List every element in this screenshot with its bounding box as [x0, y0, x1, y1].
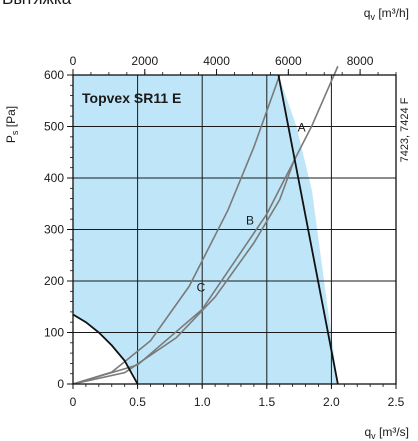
- x-tick-label: 0: [70, 395, 77, 409]
- y-tick-label: 500: [44, 120, 64, 134]
- x2-tick-label: 6000: [275, 54, 302, 68]
- curve-label-c: C: [197, 280, 206, 294]
- x2-tick-label: 8000: [347, 54, 374, 68]
- code-label: 7423, 7424 F: [399, 97, 411, 162]
- system-curve-c: [72, 65, 339, 385]
- y-tick-label: 100: [44, 326, 64, 340]
- y-axis-label: Ps [Pa]: [4, 106, 20, 143]
- x-tick-label: 2.0: [323, 395, 340, 409]
- y-tick-label: 400: [44, 171, 64, 185]
- x-tick-label: 2.5: [388, 395, 405, 409]
- x2-tick-label: 4000: [203, 54, 230, 68]
- x2-axis-label: qv [m³/h]: [364, 6, 409, 22]
- axis-layer: 0 0.5 1.0 1.5 2.0 2.5 0 2000 4000 6000 8000 0 100 200…: [44, 54, 405, 409]
- curve-label-b: B: [246, 213, 254, 227]
- curve-layer: [72, 65, 339, 385]
- chart-title: Topvex SR11 E: [82, 90, 181, 106]
- x2-tick-label: 0: [70, 54, 77, 68]
- curve-label-a: A: [298, 121, 306, 135]
- system-curve-b: [72, 157, 296, 385]
- x2-tick-label: 2000: [131, 54, 158, 68]
- y-tick-label: 0: [57, 377, 64, 391]
- x-tick-label: 0.5: [129, 395, 146, 409]
- fan-min-curve: [72, 313, 139, 385]
- label-layer: A B C Topvex SR11 E Ps [Pa] qv [m³/h] qv [m³/s…: [4, 6, 411, 441]
- x-axis-label: qv [m³/s]: [364, 425, 409, 441]
- y-tick-label: 200: [44, 274, 64, 288]
- x-tick-label: 1.0: [194, 395, 211, 409]
- y-tick-label: 300: [44, 223, 64, 237]
- page-header: Вытяжка: [2, 0, 71, 9]
- max-boundary-line: [277, 74, 339, 385]
- y-tick-label: 600: [44, 68, 64, 82]
- x-tick-label: 1.5: [258, 395, 275, 409]
- grid-layer: [73, 75, 396, 384]
